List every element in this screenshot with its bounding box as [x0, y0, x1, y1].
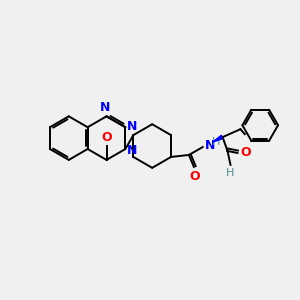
Polygon shape [213, 135, 222, 142]
Text: O: O [240, 146, 251, 160]
Text: H: H [226, 168, 235, 178]
Text: N: N [205, 139, 215, 152]
Text: O: O [101, 131, 112, 144]
Text: H: H [212, 137, 220, 147]
Text: N: N [128, 143, 138, 157]
Text: O: O [190, 170, 200, 183]
Text: N: N [100, 101, 111, 114]
Text: N: N [128, 120, 138, 133]
